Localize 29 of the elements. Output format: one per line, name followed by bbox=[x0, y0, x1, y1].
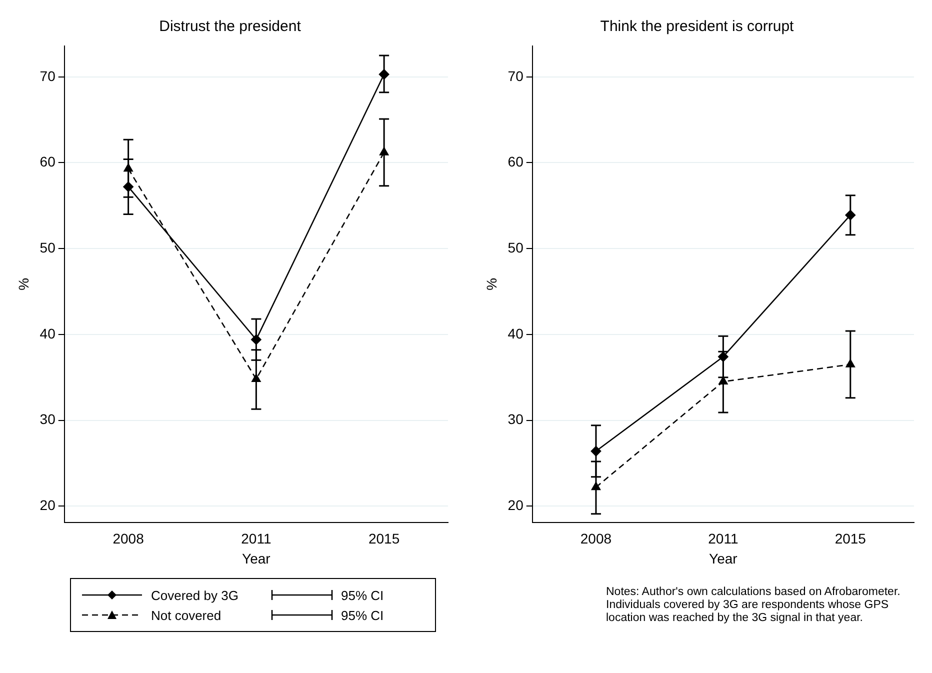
y-axis-title: % bbox=[483, 278, 500, 290]
x-axis-title: Year bbox=[709, 550, 738, 566]
text: 95% CI bbox=[341, 608, 384, 622]
y-tick-label: 70 bbox=[508, 68, 524, 84]
y-tick-label: 20 bbox=[508, 496, 524, 513]
x-tick-label: 2011 bbox=[708, 530, 738, 547]
y-tick-label: 50 bbox=[508, 239, 524, 256]
legend-label: Not covered bbox=[151, 608, 222, 622]
y-tick-label: 60 bbox=[40, 154, 56, 170]
x-tick-label: 2015 bbox=[834, 530, 866, 547]
chart-title: Think the president is corrupt bbox=[600, 18, 795, 36]
y-tick-label: 50 bbox=[40, 239, 56, 256]
text: Notes: Author's own calculations based on Afrobarometer. Individuals covered by 3G are respondents whose GPS location was reached by the 3G signal in that year. bbox=[606, 586, 902, 625]
legend-label: Covered by 3G bbox=[151, 588, 240, 602]
text: 95% CI bbox=[341, 588, 384, 602]
chart-title: Distrust the president bbox=[159, 18, 302, 36]
x-axis-title: Year bbox=[242, 550, 271, 566]
x-tick-label: 2011 bbox=[241, 530, 272, 547]
y-axis-title: % bbox=[15, 278, 32, 290]
x-tick-label: 2008 bbox=[580, 530, 612, 547]
y-tick-label: 20 bbox=[40, 496, 56, 513]
y-tick-label: 40 bbox=[508, 325, 524, 342]
y-tick-label: 70 bbox=[40, 68, 56, 84]
y-tick-label: 40 bbox=[40, 325, 56, 342]
x-tick-label: 2008 bbox=[112, 530, 144, 547]
x-tick-label: 2015 bbox=[368, 530, 400, 547]
y-tick-label: 30 bbox=[40, 411, 56, 428]
y-tick-label: 30 bbox=[508, 411, 524, 428]
y-tick-label: 60 bbox=[508, 154, 524, 170]
